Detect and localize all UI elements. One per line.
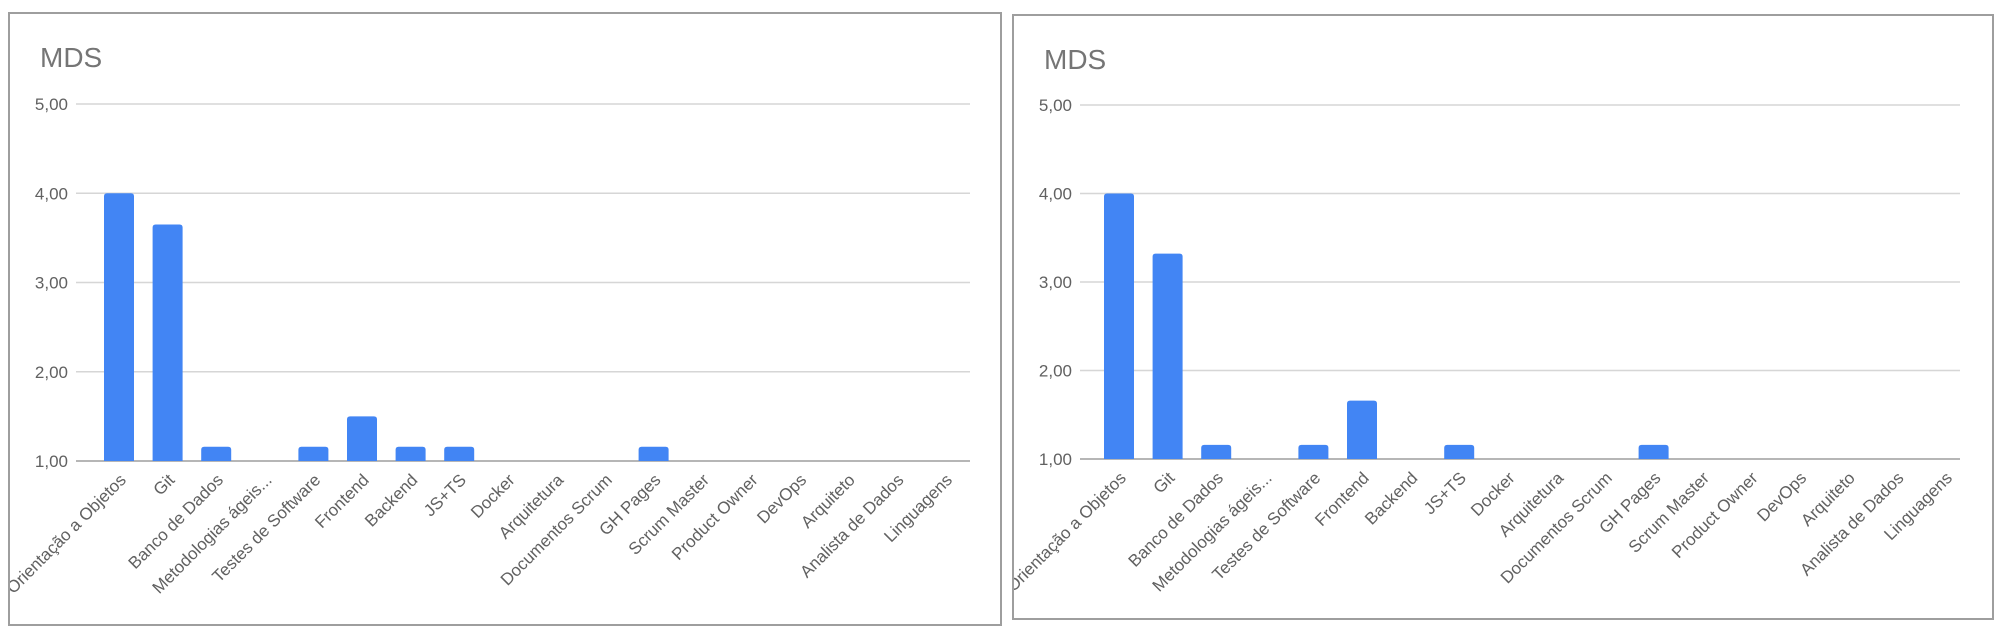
y-tick-label: 2,00: [35, 363, 68, 382]
x-tick-label: Frontend: [311, 470, 373, 532]
chart-title: MDS: [1044, 44, 1107, 75]
x-tick-label: Product Owner: [1668, 468, 1762, 562]
bar: [1298, 444, 1329, 459]
bar: [1444, 444, 1475, 459]
y-tick-label: 1,00: [35, 452, 68, 471]
x-tick-label: Git: [1150, 468, 1179, 497]
y-tick-label: 2,00: [1039, 362, 1072, 381]
y-tick-label: 4,00: [35, 184, 68, 203]
chart-panel-right: MDS 1,00 2,00 3,00 4,00 5,00 Orientação a Obj…: [1012, 14, 1994, 620]
x-tick-label: Product Owner: [668, 470, 762, 564]
y-tick-label: 5,00: [1039, 96, 1072, 115]
x-tick-label: Orientação a Objetos: [1014, 468, 1130, 595]
y-tick-label: 4,00: [1039, 185, 1072, 204]
bar: [638, 446, 669, 461]
bar: [444, 446, 475, 461]
x-tick-label: JS+TS: [1420, 468, 1470, 518]
bar: [201, 446, 232, 461]
bar: [1347, 400, 1377, 459]
y-tick-label: 1,00: [1039, 450, 1072, 469]
bar: [395, 446, 426, 461]
bar: [1152, 253, 1183, 459]
x-tick-label: Git: [150, 470, 179, 499]
bar: [104, 193, 134, 461]
bar: [152, 224, 183, 461]
y-tick-label: 3,00: [35, 274, 68, 293]
bar: [1638, 444, 1669, 459]
chart-title: MDS: [40, 42, 103, 73]
bar-chart: 1,00 2,00 3,00 4,00 5,00 Orientação a Objetos…: [1014, 96, 1960, 595]
x-tick-label: Frontend: [1311, 468, 1373, 530]
chart-panel-left: MDS 1,00 2,00 3,00 4,00 5,00 Orientação a Obj…: [8, 12, 1002, 626]
y-tick-label: 3,00: [1039, 273, 1072, 292]
bar-chart: 1,00 2,00 3,00 4,00 5,00 Orientação a Objetos…: [10, 95, 970, 597]
bar: [1201, 444, 1232, 459]
y-tick-label: 5,00: [35, 95, 68, 114]
bar: [298, 446, 329, 461]
x-tick-label: Backend: [1361, 468, 1421, 528]
x-tick-label: JS+TS: [420, 470, 470, 520]
x-tick-label: Backend: [361, 470, 421, 530]
x-tick-label: Orientação a Objetos: [10, 470, 130, 597]
bar: [1104, 193, 1134, 459]
bar: [347, 416, 377, 461]
